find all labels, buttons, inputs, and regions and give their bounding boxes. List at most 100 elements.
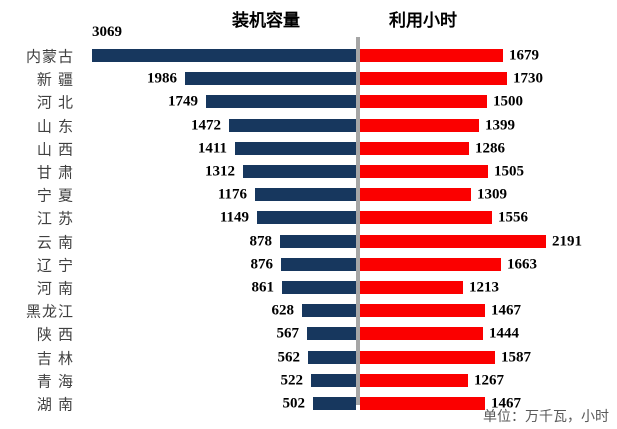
hours-bar — [360, 327, 483, 340]
capacity-panel: 1749 — [80, 90, 356, 113]
capacity-panel: 1986 — [80, 67, 356, 90]
capacity-value-label: 3069 — [92, 24, 122, 40]
hours-panel: 1399 — [360, 114, 617, 137]
capacity-value-label: 1411 — [197, 140, 227, 156]
hours-value-label: 1467 — [491, 302, 521, 318]
chart-row: 甘 肃 1312 1505 — [0, 160, 617, 183]
chart-row: 内蒙古 3069 1679 — [0, 24, 617, 67]
capacity-value-label: 876 — [250, 256, 274, 272]
capacity-value-label: 628 — [271, 302, 295, 318]
chart-row: 新 疆 1986 1730 — [0, 67, 617, 90]
hours-value-label: 2191 — [552, 233, 582, 249]
hours-value-label: 1663 — [507, 256, 537, 272]
hours-value-label: 1399 — [485, 117, 515, 133]
hours-panel: 1679 — [360, 44, 617, 67]
capacity-bar — [302, 304, 356, 317]
chart-row: 青 海 522 1267 — [0, 369, 617, 392]
chart-row: 山 东 1472 1399 — [0, 114, 617, 137]
capacity-bar — [255, 188, 356, 201]
hours-panel: 1309 — [360, 183, 617, 206]
hours-value-label: 1286 — [475, 140, 505, 156]
capacity-bar — [280, 235, 356, 248]
capacity-panel: 502 — [80, 392, 356, 415]
capacity-value-label: 1149 — [219, 209, 249, 225]
right-series-title: 利用小时 — [389, 11, 457, 30]
capacity-bar — [185, 72, 356, 85]
category-label: 陕 西 — [36, 326, 74, 343]
chart-row: 江 苏 1149 1556 — [0, 206, 617, 229]
hours-value-label: 1213 — [469, 279, 499, 295]
hours-value-label: 1556 — [498, 209, 528, 225]
hours-panel: 1663 — [360, 253, 617, 276]
hours-value-label: 1467 — [491, 395, 521, 411]
category-label: 山 东 — [36, 118, 74, 135]
center-axis-line — [356, 37, 360, 405]
capacity-panel: 1411 — [80, 137, 356, 160]
category-label: 辽 宁 — [36, 257, 74, 274]
hours-bar — [360, 304, 485, 317]
hours-bar — [360, 258, 501, 271]
capacity-bar — [229, 119, 356, 132]
hours-value-label: 1444 — [489, 325, 519, 341]
hours-panel: 1444 — [360, 322, 617, 345]
category-label: 内蒙古 — [25, 48, 74, 65]
capacity-value-label: 1176 — [217, 186, 247, 202]
capacity-bar — [206, 95, 356, 108]
capacity-bar — [257, 211, 356, 224]
capacity-value-label: 1312 — [205, 163, 235, 179]
chart-row: 湖 南 502 1467 — [0, 392, 617, 415]
capacity-panel: 562 — [80, 346, 356, 369]
hours-bar — [360, 374, 468, 387]
chart-row: 山 西 1411 1286 — [0, 137, 617, 160]
category-label: 山 西 — [36, 141, 74, 158]
unit-note: 单位：万千瓦，小时 — [483, 408, 609, 424]
capacity-panel: 1472 — [80, 114, 356, 137]
chart-row: 宁 夏 1176 1309 — [0, 183, 617, 206]
hours-bar — [360, 188, 471, 201]
hours-bar — [360, 49, 503, 62]
capacity-value-label: 567 — [276, 325, 300, 341]
capacity-value-label: 502 — [282, 395, 306, 411]
capacity-panel: 878 — [80, 230, 356, 253]
hours-panel: 1267 — [360, 369, 617, 392]
capacity-bar — [307, 327, 356, 340]
hours-panel: 1556 — [360, 206, 617, 229]
chart-row: 陕 西 567 1444 — [0, 322, 617, 345]
category-label: 云 南 — [36, 234, 74, 251]
chart-row: 辽 宁 876 1663 — [0, 253, 617, 276]
capacity-bar — [313, 397, 356, 410]
hours-panel: 2191 — [360, 230, 617, 253]
capacity-bar — [235, 142, 356, 155]
hours-panel: 1467 — [360, 392, 617, 415]
chart-row: 河 南 861 1213 — [0, 276, 617, 299]
hours-bar — [360, 211, 492, 224]
hours-panel: 1286 — [360, 137, 617, 160]
capacity-bar — [282, 281, 356, 294]
capacity-value-label: 878 — [249, 233, 273, 249]
capacity-panel: 876 — [80, 253, 356, 276]
hours-bar — [360, 165, 488, 178]
capacity-value-label: 522 — [280, 372, 304, 388]
hours-value-label: 1730 — [513, 70, 543, 86]
hours-bar — [360, 72, 507, 85]
category-label: 江 苏 — [36, 210, 74, 227]
hours-panel: 1730 — [360, 67, 617, 90]
capacity-value-label: 1986 — [147, 70, 177, 86]
left-series-title: 装机容量 — [232, 11, 300, 30]
capacity-value-label: 1472 — [191, 117, 221, 133]
category-label: 湖 南 — [36, 396, 74, 413]
hours-value-label: 1267 — [474, 372, 504, 388]
capacity-bar — [308, 351, 356, 364]
hours-panel: 1500 — [360, 90, 617, 113]
chart-row: 黑龙江 628 1467 — [0, 299, 617, 322]
category-label: 吉 林 — [36, 350, 74, 367]
hours-value-label: 1309 — [477, 186, 507, 202]
hours-bar — [360, 95, 487, 108]
capacity-panel: 522 — [80, 369, 356, 392]
hours-bar — [360, 397, 485, 410]
category-label: 河 北 — [36, 94, 74, 111]
hours-bar — [360, 119, 479, 132]
category-label: 宁 夏 — [36, 187, 74, 204]
hours-value-label: 1587 — [501, 349, 531, 365]
hours-bar — [360, 235, 546, 248]
